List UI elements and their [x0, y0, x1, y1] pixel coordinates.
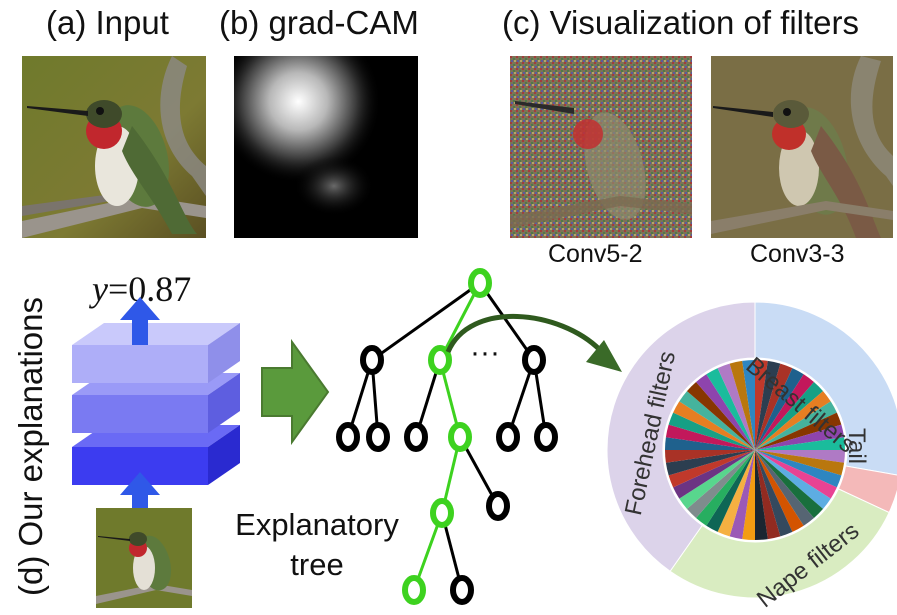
tree-node-root [468, 268, 492, 298]
node-to-pie-arrowhead [586, 340, 622, 372]
input-up-arrow [120, 472, 160, 510]
output-up-arrow [120, 297, 160, 345]
conv5-2-caption: Conv5-2 [548, 240, 643, 268]
flow-arrow [261, 338, 330, 446]
pie-inner-slice [755, 450, 804, 532]
node-to-pie-arrow [445, 313, 602, 354]
pie-inner-slice [755, 450, 842, 488]
pie-inner-slice [755, 381, 824, 450]
tree-node [496, 422, 520, 452]
pie-inner-slice [706, 368, 755, 450]
tree-node-path [430, 498, 454, 528]
filter-visualization-conv3-3 [711, 56, 893, 238]
pie-inner-slice [665, 450, 755, 476]
input-bird-image [22, 56, 206, 238]
pie-inner-slice [665, 450, 755, 463]
pie-inner-slice [742, 360, 755, 450]
pie-inner-slice [717, 450, 755, 537]
tree-node-selected [428, 345, 452, 375]
pie-inner-slice [755, 412, 842, 450]
pie-inner-slice [755, 363, 793, 450]
panel-a-title: (a) Input [46, 4, 169, 41]
pie-inner-slice [665, 424, 755, 450]
tree-label-line2: tree [290, 547, 344, 582]
tree-label-line1: Explanatory [235, 507, 399, 542]
conv3-3-caption: Conv3-3 [750, 240, 845, 268]
pie-inner-slice [729, 360, 755, 450]
pie-inner-slice [665, 437, 755, 450]
pie-inner-slice [673, 450, 755, 499]
pie-inner-slice [755, 450, 814, 526]
pie-inner-slice [696, 450, 755, 526]
pie-inner-slice [755, 450, 845, 463]
pie-ring-segment [606, 301, 756, 572]
pie-inner-slice [679, 450, 755, 509]
output-label: y=0.87 [92, 268, 191, 310]
tree-ellipsis: ··· [470, 336, 500, 369]
tree-node [534, 422, 558, 452]
pie-inner-slice [755, 391, 831, 450]
pie-inner-slice [755, 360, 768, 450]
small-input-bird-image [96, 508, 192, 608]
pie-inner-slice [755, 450, 768, 540]
pie-label-tail: Tail [843, 428, 870, 465]
tree-node [450, 575, 474, 605]
pie-inner-slice [755, 424, 845, 450]
pie-inner-slice [755, 374, 814, 450]
pie-inner-slice [668, 412, 755, 450]
cnn-layer-stack [72, 323, 240, 485]
filter-visualization-conv5-2 [510, 56, 692, 238]
tree-node-leaf [402, 575, 426, 605]
pie-ring-segment [669, 488, 890, 599]
panel-b-title: (b) grad-CAM [219, 4, 419, 41]
pie-inner-slice [673, 401, 755, 450]
explanatory-tree-label: Explanatory tree [222, 505, 412, 585]
tree-node [366, 422, 390, 452]
tree-node [522, 345, 546, 375]
tree-node [360, 345, 384, 375]
pie-inner-slice [755, 450, 845, 476]
tree-node-path [448, 422, 472, 452]
pie-inner-slice [755, 450, 793, 537]
pie-ring-segment [754, 301, 897, 476]
pie-inner-slice [755, 437, 845, 450]
tree-nodes [336, 268, 558, 605]
pie-inner-slice [755, 450, 824, 519]
pie-inner-slice [686, 381, 755, 450]
pie-inner-slice [755, 368, 804, 450]
grad-cam-heatmap [234, 56, 418, 238]
pie-inner-slice [686, 450, 755, 519]
panel-c-title: (c) Visualization of filters [502, 4, 860, 41]
output-variable: y [92, 269, 108, 309]
pie-inner-slice [755, 360, 781, 450]
pie-inner-slice [755, 450, 837, 499]
cnn-layer-top [72, 323, 240, 383]
pie-inner-slice [755, 450, 781, 540]
pie-inner-slice [742, 450, 755, 540]
pie-inner-slice [706, 450, 755, 532]
pie-inner-slice [729, 450, 755, 540]
cnn-layer-bottom [72, 425, 240, 485]
output-value: =0.87 [107, 269, 192, 309]
tree-node [336, 422, 360, 452]
pie-inner-slice [696, 374, 755, 450]
pie-inner-slice [717, 363, 755, 450]
tree-node [404, 422, 428, 452]
tree-node [486, 491, 510, 521]
pie-inner-slice [755, 450, 831, 509]
filter-pie-chart [606, 301, 897, 599]
pie-inner-slice [668, 450, 755, 488]
pie-inner-slice [755, 401, 837, 450]
pie-inner-slice [679, 391, 755, 450]
